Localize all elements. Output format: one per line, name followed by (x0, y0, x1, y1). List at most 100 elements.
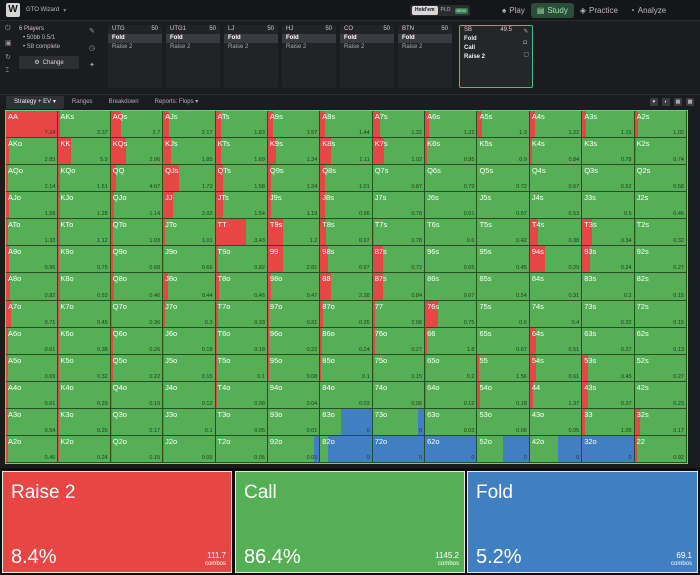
hand-cell[interactable]: Q2s 0.58 (634, 165, 687, 193)
hand-cell[interactable]: AQo 2.14 (6, 165, 59, 193)
action-option[interactable]: Raise 2 (344, 44, 365, 50)
hand-cell[interactable]: 76s 0.75 (425, 300, 478, 328)
hand-cell[interactable]: J2s 0.46 (634, 192, 687, 220)
hand-cell[interactable]: K8s 1.11 (320, 138, 373, 166)
hand-cell[interactable]: A4s 1.22 (529, 111, 583, 139)
hand-cell[interactable]: 95s 0.45 (477, 246, 530, 274)
app-logo[interactable]: W (6, 3, 20, 17)
hand-cell[interactable]: 85o 0.1 (320, 354, 373, 382)
hand-cell[interactable]: T3s 0.34 (582, 219, 635, 247)
position-lj[interactable]: LJ 50 Fold Raise 2 (224, 25, 278, 88)
action-option[interactable]: Call (464, 45, 476, 51)
hand-cell[interactable]: A3o 0.54 (6, 408, 59, 436)
hand-cell[interactable]: 42s 0.23 (634, 381, 687, 409)
hand-cell[interactable]: KQs 2.06 (110, 138, 164, 166)
hand-cell[interactable]: 86o 0.24 (320, 327, 373, 355)
position-utg[interactable]: UTG 50 Fold Raise 2 (108, 25, 162, 88)
hand-cell[interactable]: AJo 1.59 (6, 192, 59, 220)
hand-cell[interactable]: AKs 3.37 (58, 111, 111, 139)
hand-cell[interactable]: J5s 0.57 (477, 192, 530, 220)
hand-cell[interactable]: 75s 0.6 (477, 300, 530, 328)
hand-cell[interactable]: 98o 0.47 (267, 273, 321, 301)
hand-cell[interactable]: Q6o 0.26 (110, 327, 164, 355)
hand-cell[interactable]: 88 2.38 (320, 273, 373, 301)
hand-cell[interactable]: 87s 0.72 (372, 246, 426, 274)
hand-cell[interactable]: K4s 0.84 (529, 138, 583, 166)
hand-cell[interactable]: J6s 0.61 (425, 192, 478, 220)
hand-cell[interactable]: ATo 1.33 (6, 219, 59, 247)
nav-play[interactable]: ♠ Play (496, 3, 531, 18)
hand-cell[interactable]: T7o 0.33 (215, 300, 268, 328)
hand-cell[interactable]: J9o 0.66 (163, 246, 216, 274)
hand-cell[interactable]: 75o 0.15 (372, 354, 426, 382)
hand-cell[interactable]: A5o 0.69 (6, 354, 59, 382)
hand-cell[interactable]: 82o 0 (320, 435, 373, 463)
hand-cell[interactable]: JTo 1.01 (163, 219, 216, 247)
hand-cell[interactable]: 77 2.06 (372, 300, 426, 328)
hand-cell[interactable]: 32s 0.17 (634, 408, 687, 436)
hand-cell[interactable]: K2o 0.24 (58, 435, 111, 463)
hand-cell[interactable]: A9o 0.96 (6, 246, 59, 274)
refresh-icon[interactable]: ↻ (5, 54, 11, 61)
hand-cell[interactable]: K5s 0.9 (477, 138, 530, 166)
hand-cell[interactable]: 95o 0.08 (267, 354, 321, 382)
hand-cell[interactable]: 83s 0.2 (582, 273, 635, 301)
hand-cell[interactable]: 65o 0.2 (425, 354, 478, 382)
hand-cell[interactable]: 87s 0.84 (372, 273, 426, 301)
hand-cell[interactable]: 22 0.92 (634, 435, 687, 463)
hand-cell[interactable]: A4o 0.61 (6, 381, 59, 409)
hand-cell[interactable]: 33 1.09 (582, 408, 635, 436)
nav-study[interactable]: ▤ Study (530, 3, 574, 18)
hand-cell[interactable]: 42o 0 (529, 435, 583, 463)
hand-cell[interactable]: QTo 1.03 (110, 219, 164, 247)
hand-cell[interactable]: 53o 0.06 (477, 408, 530, 436)
nav-practice[interactable]: ◈ Practice (574, 3, 624, 18)
chevron-down-icon[interactable]: ▾ (63, 7, 67, 14)
hand-cell[interactable]: QJs 1.73 (163, 165, 216, 193)
hand-cell[interactable]: 92o 0.01 (267, 435, 321, 463)
hand-cell[interactable]: T6s 0.6 (425, 219, 478, 247)
hand-cell[interactable]: J9s 1.19 (267, 192, 321, 220)
hand-cell[interactable]: 73o 0 (372, 408, 426, 436)
hand-cell[interactable]: A8o 0.82 (6, 273, 59, 301)
hand-cell[interactable]: 76o 0.27 (372, 327, 426, 355)
hand-cell[interactable]: AQs 2.7 (110, 111, 164, 139)
hand-cell[interactable]: 32o 0 (582, 435, 635, 463)
hand-cell[interactable]: K5o 0.32 (58, 354, 111, 382)
hand-cell[interactable]: KJo 1.28 (58, 192, 111, 220)
hand-cell[interactable]: T2s 0.32 (634, 219, 687, 247)
power-icon[interactable]: ⏻ (5, 25, 11, 32)
hand-cell[interactable]: 73s 0.22 (582, 300, 635, 328)
hand-cell[interactable]: QQ 4.67 (110, 165, 164, 193)
action-option[interactable]: Raise 2 (228, 44, 249, 50)
hand-cell[interactable]: Q5s 0.72 (477, 165, 530, 193)
hand-cell[interactable]: 63s 0.27 (582, 327, 635, 355)
hand-cell[interactable]: Q8s 1.01 (320, 165, 373, 193)
hand-cell[interactable]: KTs 1.69 (215, 138, 268, 166)
save-icon[interactable]: ▣ (5, 40, 12, 47)
hand-cell[interactable]: 93s 0.24 (582, 246, 635, 274)
hand-cell[interactable]: Q2o 0.15 (110, 435, 164, 463)
hand-cell[interactable]: Q9s 1.24 (267, 165, 321, 193)
hand-cell[interactable]: A8s 1.44 (320, 111, 373, 139)
hand-cell[interactable]: 74s 0.4 (529, 300, 583, 328)
hand-cell[interactable]: T3o 0.05 (215, 408, 268, 436)
hand-cell[interactable]: A6s 1.22 (425, 111, 478, 139)
action-option[interactable]: Raise 2 (170, 44, 191, 50)
hand-cell[interactable]: A7s 1.32 (372, 111, 426, 139)
hand-cell[interactable]: AJs 2.17 (163, 111, 216, 139)
pin-icon[interactable]: ✦ (89, 62, 95, 69)
action-option[interactable]: Fold (224, 34, 278, 43)
hand-cell[interactable]: T2o 0.05 (215, 435, 268, 463)
action-option[interactable]: Raise 2 (402, 44, 423, 50)
hand-cell[interactable]: KQo 1.51 (58, 165, 111, 193)
hand-cell[interactable]: A7o 0.71 (6, 300, 59, 328)
action-option[interactable]: Fold (282, 34, 336, 43)
hand-cell[interactable]: 52s 0.27 (634, 354, 687, 382)
hand-cell[interactable]: TT 3.43 (215, 219, 268, 247)
hand-cell[interactable]: 65s 0.67 (477, 327, 530, 355)
action-option[interactable]: Fold (340, 34, 394, 43)
hand-cell[interactable]: AA 7.24 (6, 111, 59, 139)
change-button[interactable]: ⚙ Change (19, 56, 79, 69)
hand-cell[interactable]: K6s 0.95 (425, 138, 478, 166)
